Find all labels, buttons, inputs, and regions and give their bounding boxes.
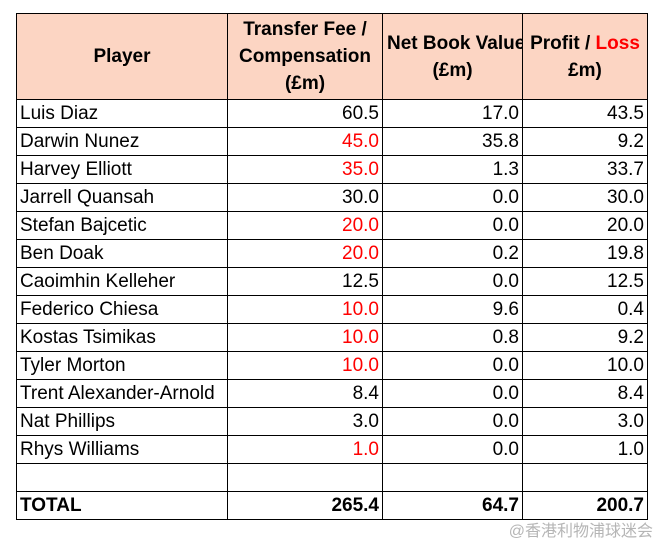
transfer-profit-table: Player Transfer Fee / Compensation (£m) … — [16, 13, 648, 520]
player-name: Ben Doak — [16, 239, 228, 268]
profit-value: 20.0 — [522, 211, 648, 240]
total-row: TOTAL 265.4 64.7 200.7 — [16, 491, 648, 520]
player-name: Jarrell Quansah — [16, 183, 228, 212]
player-name: Rhys Williams — [16, 435, 228, 464]
player-name: Harvey Elliott — [16, 155, 228, 184]
net-book-value: 0.0 — [382, 351, 523, 380]
table-row: Jarrell Quansah 30.0 0.0 30.0 — [16, 183, 648, 212]
player-name: Kostas Tsimikas — [16, 323, 228, 352]
net-book-value: 35.8 — [382, 127, 523, 156]
header-net-book-value: Net Book Value (£m) — [382, 13, 523, 100]
player-name: Trent Alexander-Arnold — [16, 379, 228, 408]
loss-word: Loss — [595, 32, 640, 54]
profit-value: 10.0 — [522, 351, 648, 380]
player-name: Tyler Morton — [16, 351, 228, 380]
net-book-value: 17.0 — [382, 99, 523, 128]
table-row: Kostas Tsimikas 10.0 0.8 9.2 — [16, 323, 648, 352]
profit-value: 33.7 — [522, 155, 648, 184]
player-name: Nat Phillips — [16, 407, 228, 436]
header-profit-loss: Profit / Loss £m) — [522, 13, 648, 100]
transfer-fee: 3.0 — [227, 407, 383, 436]
net-book-value: 0.0 — [382, 183, 523, 212]
table-row: Darwin Nunez 45.0 35.8 9.2 — [16, 127, 648, 156]
table-row: Ben Doak 20.0 0.2 19.8 — [16, 239, 648, 268]
transfer-fee: 45.0 — [227, 127, 383, 156]
empty-row — [16, 463, 648, 492]
table-row: Rhys Williams 1.0 0.0 1.0 — [16, 435, 648, 464]
total-nbv: 64.7 — [382, 491, 523, 520]
transfer-fee: 20.0 — [227, 211, 383, 240]
net-book-value: 0.0 — [382, 211, 523, 240]
net-book-value: 0.0 — [382, 407, 523, 436]
watermark: @香港利物浦球迷会 — [508, 523, 653, 540]
profit-value: 43.5 — [522, 99, 648, 128]
table-row: Trent Alexander-Arnold 8.4 0.0 8.4 — [16, 379, 648, 408]
profit-value: 3.0 — [522, 407, 648, 436]
transfer-fee: 10.0 — [227, 351, 383, 380]
profit-value: 8.4 — [522, 379, 648, 408]
net-book-value: 0.8 — [382, 323, 523, 352]
table-row: Federico Chiesa 10.0 9.6 0.4 — [16, 295, 648, 324]
net-book-value: 0.0 — [382, 379, 523, 408]
player-name: Caoimhin Kelleher — [16, 267, 228, 296]
profit-value: 19.8 — [522, 239, 648, 268]
header-player: Player — [16, 13, 228, 100]
profit-value: 9.2 — [522, 323, 648, 352]
transfer-fee: 35.0 — [227, 155, 383, 184]
header-transfer-fee: Transfer Fee / Compensation (£m) — [227, 13, 383, 100]
profit-value: 0.4 — [522, 295, 648, 324]
net-book-value: 0.2 — [382, 239, 523, 268]
table-row: Luis Diaz 60.5 17.0 43.5 — [16, 99, 648, 128]
net-book-value: 0.0 — [382, 435, 523, 464]
transfer-fee: 8.4 — [227, 379, 383, 408]
profit-value: 12.5 — [522, 267, 648, 296]
transfer-fee: 30.0 — [227, 183, 383, 212]
player-name: Darwin Nunez — [16, 127, 228, 156]
table-row: Nat Phillips 3.0 0.0 3.0 — [16, 407, 648, 436]
net-book-value: 9.6 — [382, 295, 523, 324]
profit-value: 9.2 — [522, 127, 648, 156]
table-row: Tyler Morton 10.0 0.0 10.0 — [16, 351, 648, 380]
transfer-fee: 60.5 — [227, 99, 383, 128]
total-fee: 265.4 — [227, 491, 383, 520]
table-row: Caoimhin Kelleher 12.5 0.0 12.5 — [16, 267, 648, 296]
total-label: TOTAL — [16, 491, 228, 520]
player-name: Stefan Bajcetic — [16, 211, 228, 240]
transfer-fee: 10.0 — [227, 323, 383, 352]
transfer-fee: 1.0 — [227, 435, 383, 464]
total-profit: 200.7 — [522, 491, 648, 520]
player-name: Luis Diaz — [16, 99, 228, 128]
profit-value: 30.0 — [522, 183, 648, 212]
transfer-fee: 20.0 — [227, 239, 383, 268]
player-name: Federico Chiesa — [16, 295, 228, 324]
profit-value: 1.0 — [522, 435, 648, 464]
net-book-value: 1.3 — [382, 155, 523, 184]
table-row: Stefan Bajcetic 20.0 0.0 20.0 — [16, 211, 648, 240]
header-row: Player Transfer Fee / Compensation (£m) … — [16, 13, 648, 100]
transfer-fee: 12.5 — [227, 267, 383, 296]
net-book-value: 0.0 — [382, 267, 523, 296]
table-row: Harvey Elliott 35.0 1.3 33.7 — [16, 155, 648, 184]
transfer-fee: 10.0 — [227, 295, 383, 324]
